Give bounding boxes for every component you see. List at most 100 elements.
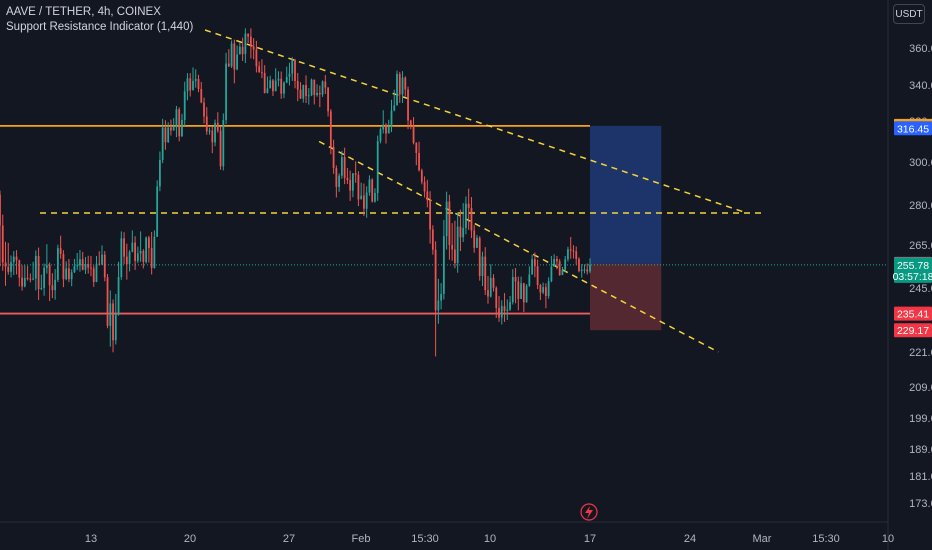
candle-body[interactable] [564,259,567,270]
candle-body[interactable] [327,87,329,112]
candle-body[interactable] [434,249,437,311]
candle-body[interactable] [26,277,29,279]
candle-body[interactable] [379,129,382,142]
candle-body[interactable] [492,277,495,288]
candle-body[interactable] [23,277,26,287]
price-badge[interactable] [894,257,932,272]
candle-body[interactable] [238,46,241,55]
candle-body[interactable] [509,302,511,310]
target-zone[interactable] [590,125,662,264]
price-badge[interactable] [894,268,932,283]
candle-body[interactable] [227,63,230,67]
candle-body[interactable] [81,259,84,270]
candle-body[interactable] [68,268,70,280]
candle-body[interactable] [318,92,321,95]
candle-body[interactable] [396,73,398,106]
candle-body[interactable] [109,303,112,326]
candle-body[interactable] [222,120,225,167]
candle-body[interactable] [547,281,550,296]
candle-body[interactable] [241,46,244,55]
candle-body[interactable] [244,33,247,55]
candle-body[interactable] [586,269,589,272]
candle-body[interactable] [0,194,1,226]
candle-body[interactable] [316,92,318,96]
price-badge[interactable] [894,121,932,136]
candle-body[interactable] [43,267,46,288]
candle-body[interactable] [561,269,564,276]
candle-body[interactable] [186,78,189,92]
candle-body[interactable] [456,226,459,264]
candle-body[interactable] [54,279,57,291]
candle-body[interactable] [352,173,354,191]
candle-body[interactable] [371,179,374,202]
candle-body[interactable] [92,268,95,282]
candle-body[interactable] [230,43,233,67]
candle-body[interactable] [123,238,125,257]
candle-body[interactable] [525,285,528,303]
candle-body[interactable] [299,89,302,99]
candle-body[interactable] [404,77,407,90]
candle-body[interactable] [249,36,252,47]
candle-body[interactable] [205,116,208,132]
candle-body[interactable] [197,78,200,89]
candle-body[interactable] [18,260,21,278]
candle-body[interactable] [153,236,156,269]
candle-body[interactable] [307,95,310,97]
candle-body[interactable] [285,76,288,83]
price-badge[interactable] [894,323,932,338]
candle-body[interactable] [467,203,470,208]
candle-body[interactable] [385,124,387,134]
candle-body[interactable] [114,314,117,341]
candle-body[interactable] [101,254,103,265]
candle-body[interactable] [393,105,396,111]
candle-body[interactable] [189,78,192,91]
candle-body[interactable] [340,157,343,176]
candle-body[interactable] [79,259,81,266]
candle-body[interactable] [418,152,420,171]
candle-body[interactable] [401,77,404,95]
candle-body[interactable] [272,80,274,92]
candle-body[interactable] [236,54,238,70]
candle-body[interactable] [390,110,393,127]
candle-body[interactable] [175,109,178,128]
candle-body[interactable] [29,278,32,280]
candle-body[interactable] [542,287,545,293]
candle-body[interactable] [506,309,509,311]
candle-body[interactable] [511,277,514,303]
candle-body[interactable] [120,238,123,278]
candle-body[interactable] [550,266,553,282]
candle-body[interactable] [481,256,484,276]
candle-body[interactable] [544,287,547,296]
trend-line-1[interactable] [204,29,748,214]
candle-body[interactable] [200,88,203,103]
candle-body[interactable] [208,130,211,132]
candle-body[interactable] [159,159,161,187]
candle-body[interactable] [32,278,34,280]
candle-body[interactable] [183,91,186,120]
candle-body[interactable] [181,119,183,137]
candle-body[interactable] [216,122,219,131]
currency-button[interactable]: USDT [893,4,925,24]
candle-body[interactable] [136,253,139,261]
candle-body[interactable] [354,173,357,175]
candle-body[interactable] [517,281,520,299]
candle-body[interactable] [106,277,109,326]
candle-body[interactable] [448,201,451,245]
candle-body[interactable] [12,256,15,263]
candle-body[interactable] [478,237,481,276]
candle-body[interactable] [203,102,205,117]
indicator-title[interactable]: Support Resistance Indicator (1,440) [6,21,194,33]
candle-body[interactable] [346,177,349,181]
candle-body[interactable] [261,72,263,74]
candle-body[interactable] [567,249,569,260]
candle-body[interactable] [451,245,454,250]
candle-body[interactable] [178,109,181,137]
candle-body[interactable] [90,267,92,269]
candle-body[interactable] [324,81,327,88]
candle-body[interactable] [128,251,131,265]
candle-body[interactable] [398,73,401,95]
candle-body[interactable] [76,265,79,267]
candle-body[interactable] [103,254,106,278]
candle-body[interactable] [274,80,277,92]
candle-body[interactable] [569,249,572,251]
